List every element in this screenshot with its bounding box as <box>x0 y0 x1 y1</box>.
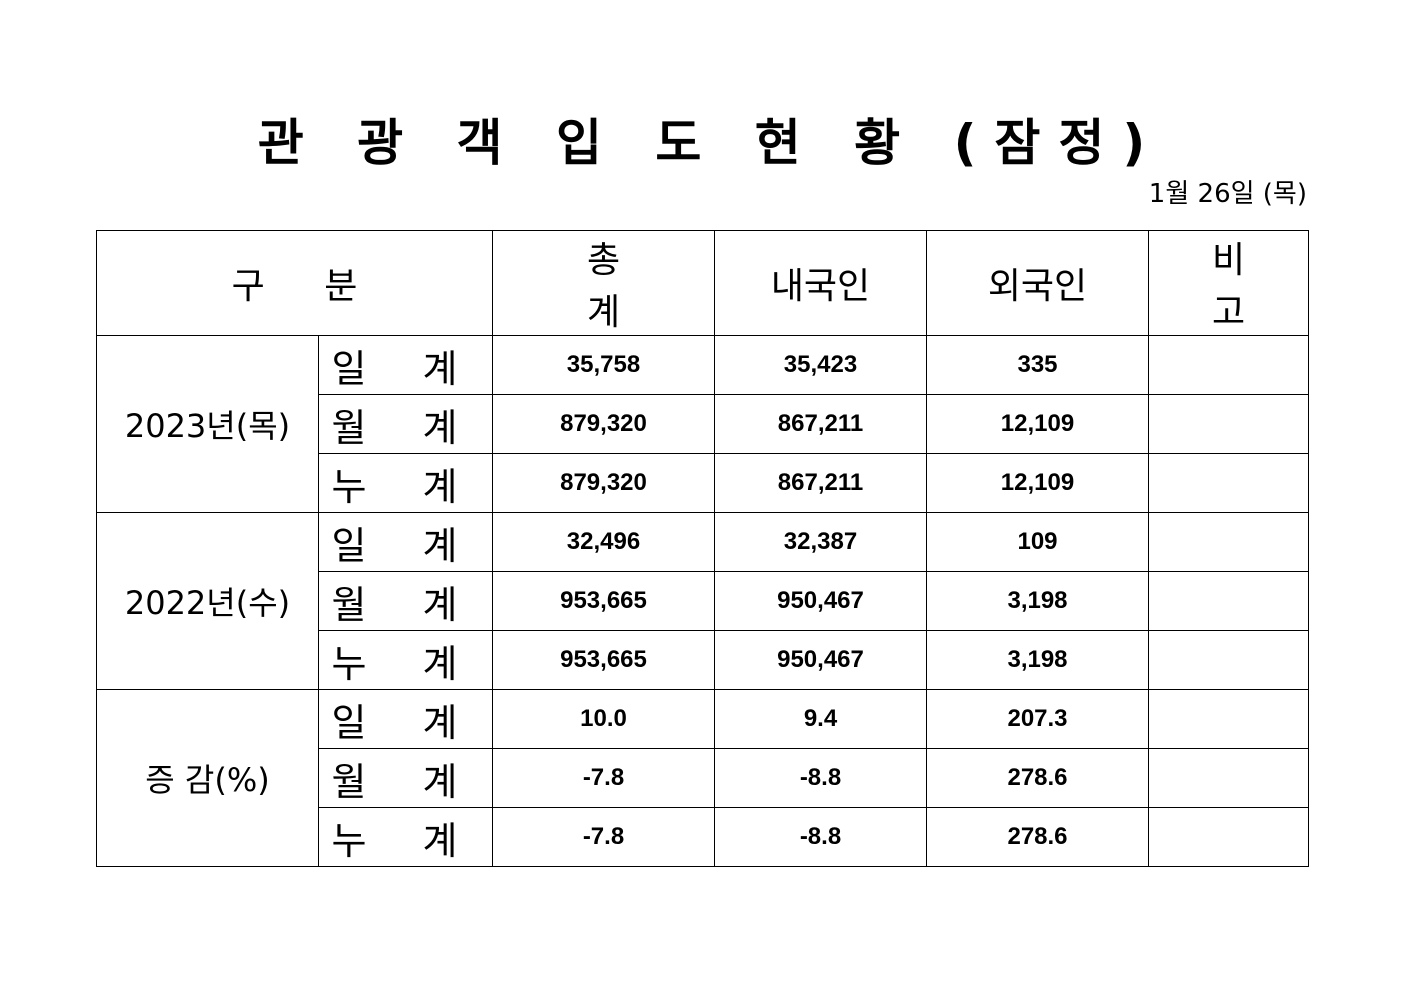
cell-remarks <box>1148 807 1309 867</box>
cell-remarks <box>1148 689 1309 749</box>
table-header-row: 구 분 총 계 내국인 외국인 비 고 <box>96 230 1309 336</box>
table-row: 2023년(목) 일 계 35,758 35,423 335 <box>96 335 1309 513</box>
row-label: 누 계 <box>318 807 493 867</box>
row-label: 누 계 <box>318 630 493 690</box>
row-label: 월 계 <box>318 748 493 808</box>
header-remarks: 비 고 <box>1148 230 1309 336</box>
cell-remarks <box>1148 335 1309 395</box>
cell-domestic: -8.8 <box>714 748 927 808</box>
header-category: 구 분 <box>96 230 493 336</box>
cell-domestic: 9.4 <box>714 689 927 749</box>
table-row: 누 계 879,320 867,211 12,109 <box>97 453 1309 513</box>
table-row: 2022년(수) 일 계 32,496 32,387 109 <box>96 512 1309 690</box>
cell-total: 879,320 <box>492 453 715 513</box>
header-total: 총 계 <box>492 230 715 336</box>
cell-remarks <box>1148 453 1309 513</box>
cell-total: 879,320 <box>492 394 715 454</box>
cell-total: -7.8 <box>492 748 715 808</box>
cell-foreign: 278.6 <box>926 807 1149 867</box>
row-label: 일 계 <box>318 689 493 749</box>
cell-domestic: 950,467 <box>714 571 927 631</box>
group-label: 2023년(목) <box>96 335 319 513</box>
table-row: 누 계 953,665 950,467 3,198 <box>97 630 1309 690</box>
cell-foreign: 3,198 <box>926 630 1149 690</box>
cell-remarks <box>1148 512 1309 572</box>
table-row: 증 감(%) 일 계 10.0 9.4 207.3 <box>96 689 1309 867</box>
cell-foreign: 12,109 <box>926 453 1149 513</box>
cell-foreign: 3,198 <box>926 571 1149 631</box>
cell-total: 32,496 <box>492 512 715 572</box>
cell-foreign: 335 <box>926 335 1149 395</box>
cell-remarks <box>1148 748 1309 808</box>
row-label: 일 계 <box>318 335 493 395</box>
header-foreign: 외국인 <box>926 230 1149 336</box>
row-label: 월 계 <box>318 394 493 454</box>
report-date: 1월 26일 (목) <box>1148 179 1307 209</box>
cell-foreign: 278.6 <box>926 748 1149 808</box>
header-domestic: 내국인 <box>714 230 927 336</box>
cell-total: 10.0 <box>492 689 715 749</box>
cell-foreign: 207.3 <box>926 689 1149 749</box>
cell-remarks <box>1148 571 1309 631</box>
cell-foreign: 109 <box>926 512 1149 572</box>
cell-foreign: 12,109 <box>926 394 1149 454</box>
row-label: 월 계 <box>318 571 493 631</box>
cell-total: -7.8 <box>492 807 715 867</box>
cell-domestic: 950,467 <box>714 630 927 690</box>
tourist-arrivals-table: 구 분 총 계 내국인 외국인 비 고 2023년(목) 일 계 35,758 … <box>96 230 1309 867</box>
group-label: 2022년(수) <box>96 512 319 690</box>
cell-domestic: 867,211 <box>714 453 927 513</box>
page-title: 관 광 객 입 도 현 황 (잠정) <box>257 114 1164 172</box>
cell-domestic: 32,387 <box>714 512 927 572</box>
table-row: 누 계 -7.8 -8.8 278.6 <box>97 807 1309 867</box>
table-row: 월 계 953,665 950,467 3,198 <box>97 571 1309 631</box>
row-label: 누 계 <box>318 453 493 513</box>
cell-domestic: 867,211 <box>714 394 927 454</box>
cell-remarks <box>1148 630 1309 690</box>
group-label: 증 감(%) <box>96 689 319 867</box>
row-label: 일 계 <box>318 512 493 572</box>
table-row: 월 계 -7.8 -8.8 278.6 <box>97 748 1309 808</box>
cell-total: 953,665 <box>492 630 715 690</box>
cell-domestic: 35,423 <box>714 335 927 395</box>
cell-remarks <box>1148 394 1309 454</box>
cell-total: 953,665 <box>492 571 715 631</box>
cell-total: 35,758 <box>492 335 715 395</box>
cell-domestic: -8.8 <box>714 807 927 867</box>
